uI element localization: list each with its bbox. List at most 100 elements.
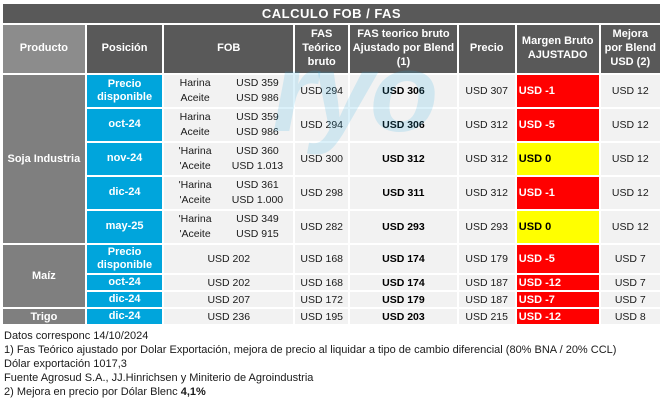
mejora-cell: USD 7 bbox=[600, 292, 660, 307]
posicion-cell: oct-24 bbox=[86, 275, 163, 290]
product-cell-maiz: Maíz bbox=[3, 245, 85, 307]
fas-ajustado-cell: USD 312 bbox=[350, 143, 457, 175]
fob-component-value: USD 986 bbox=[236, 126, 279, 138]
fob-component-label: 'Aceite bbox=[179, 194, 211, 206]
title-row: CALCULO FOB / FAS bbox=[3, 4, 660, 23]
fob-component-label: Harina bbox=[179, 77, 211, 89]
fob-cell: USD 202 bbox=[164, 245, 294, 273]
posicion-cell: dic-24 bbox=[86, 177, 163, 209]
fob-component-label: Harina bbox=[179, 111, 211, 123]
fob-cell: 'Harina USD 349 'Aceite USD 915 bbox=[164, 211, 294, 243]
fob-cell: USD 202 bbox=[164, 275, 294, 290]
fob-component-value: USD 361 bbox=[236, 179, 279, 191]
col-header-fas-teorico: FAS Teórico bruto bbox=[295, 25, 349, 73]
fob-component-label: 'Aceite bbox=[179, 160, 211, 172]
col-header-posicion: Posición bbox=[86, 25, 163, 73]
precio-cell: USD 312 bbox=[458, 109, 515, 141]
table-row: Trigo dic-24 USD 236 USD 195 USD 203 USD… bbox=[3, 309, 660, 324]
fob-cell: 'Harina USD 360 'Aceite USD 1.013 bbox=[164, 143, 294, 175]
fob-component-value: USD 915 bbox=[236, 228, 279, 240]
precio-cell: USD 312 bbox=[458, 143, 515, 175]
fob-component-label: 'Aceite bbox=[179, 228, 211, 240]
fas-teorico-cell: USD 168 bbox=[295, 275, 349, 290]
posicion-cell: Precio disponible bbox=[86, 245, 163, 273]
fob-cell: 'Harina USD 361 'Aceite USD 1.000 bbox=[164, 177, 294, 209]
margen-cell: USD 0 bbox=[516, 143, 599, 175]
posicion-cell: oct-24 bbox=[86, 109, 163, 141]
col-header-fas-ajustado: FAS teorico bruto Ajustado por Blend (1) bbox=[350, 25, 457, 73]
precio-cell: USD 293 bbox=[458, 211, 515, 243]
col-header-producto: Producto bbox=[3, 25, 85, 73]
fas-teorico-cell: USD 300 bbox=[295, 143, 349, 175]
mejora-cell: USD 12 bbox=[600, 211, 660, 243]
precio-cell: USD 187 bbox=[458, 292, 515, 307]
fas-teorico-cell: USD 168 bbox=[295, 245, 349, 273]
footnotes: Datos corresponc 14/10/2024 1) Fas Teóri… bbox=[0, 326, 663, 399]
col-header-fob: FOB bbox=[164, 25, 294, 73]
table-row: oct-24 USD 202 USD 168 USD 174 USD 187 U… bbox=[3, 275, 660, 290]
margen-cell: USD -12 bbox=[516, 275, 599, 290]
col-header-margen: Margen Bruto AJUSTADO bbox=[516, 25, 599, 73]
precio-cell: USD 312 bbox=[458, 177, 515, 209]
footnote-2-bold-value: 4,1% bbox=[180, 386, 206, 398]
margen-cell: USD -12 bbox=[516, 309, 599, 324]
calc-fob-fas-table: CALCULO FOB / FAS Producto Posición FOB … bbox=[1, 2, 662, 326]
fob-component-value: USD 349 bbox=[236, 213, 279, 225]
precio-cell: USD 215 bbox=[458, 309, 515, 324]
product-cell-trigo: Trigo bbox=[3, 309, 85, 324]
mejora-cell: USD 12 bbox=[600, 109, 660, 141]
footnote-2: 2) Mejora en precio por Dólar Blenc 4,1% bbox=[4, 386, 206, 398]
fob-component-value: USD 1.000 bbox=[231, 194, 284, 206]
posicion-cell: dic-24 bbox=[86, 292, 163, 307]
precio-cell: USD 187 bbox=[458, 275, 515, 290]
fas-teorico-cell: USD 298 bbox=[295, 177, 349, 209]
fas-ajustado-cell: USD 179 bbox=[350, 292, 457, 307]
footnote-fuente: Fuente Agrosud S.A., JJ.Hinrichsen y Min… bbox=[4, 372, 314, 384]
header-row: Producto Posición FOB FAS Teórico bruto … bbox=[3, 25, 660, 73]
table-row: Soja Industria Precio disponible Harina U… bbox=[3, 75, 660, 243]
mejora-cell: USD 7 bbox=[600, 245, 660, 273]
fas-ajustado-cell: USD 306 bbox=[350, 75, 457, 107]
fas-ajustado-cell: USD 311 bbox=[350, 177, 457, 209]
product-cell-soja-industria: Soja Industria bbox=[3, 75, 85, 243]
margen-cell: USD -5 bbox=[516, 245, 599, 273]
mejora-cell: USD 12 bbox=[600, 143, 660, 175]
fob-component-label: 'Harina bbox=[178, 145, 212, 157]
table-row: may-25 'Harina USD 349 'Aceite USD 915 USD… bbox=[3, 211, 660, 243]
fas-ajustado-cell: USD 174 bbox=[350, 275, 457, 290]
fob-component-label: 'Harina bbox=[178, 213, 212, 225]
table-row: Maíz Precio disponible USD 202 USD 168 U… bbox=[3, 245, 660, 307]
margen-cell: USD -1 bbox=[516, 177, 599, 209]
posicion-cell: dic-24 bbox=[86, 309, 163, 324]
fas-teorico-cell: USD 195 bbox=[295, 309, 349, 324]
mejora-cell: USD 8 bbox=[600, 309, 660, 324]
footnote-dolar-exportacion: Dólar exportación 1017,3 bbox=[4, 358, 127, 370]
table-row: dic-24 USD 207 USD 172 USD 179 USD 187 U… bbox=[3, 292, 660, 307]
fas-teorico-cell: USD 294 bbox=[295, 109, 349, 141]
fob-component-value: USD 359 bbox=[236, 111, 279, 123]
fas-ajustado-cell: USD 174 bbox=[350, 245, 457, 273]
precio-cell: USD 307 bbox=[458, 75, 515, 107]
fob-component-value: USD 986 bbox=[236, 92, 279, 104]
table-row: dic-24 'Harina USD 361 'Aceite USD 1.000 U… bbox=[3, 177, 660, 209]
fas-teorico-cell: USD 294 bbox=[295, 75, 349, 107]
page-title: CALCULO FOB / FAS bbox=[3, 4, 660, 23]
fob-cell: USD 236 bbox=[164, 309, 294, 324]
precio-cell: USD 179 bbox=[458, 245, 515, 273]
fob-component-label: Aceite bbox=[180, 126, 210, 138]
col-header-precio: Precio bbox=[458, 25, 515, 73]
posicion-cell: may-25 bbox=[86, 211, 163, 243]
margen-cell: USD -7 bbox=[516, 292, 599, 307]
mejora-cell: USD 7 bbox=[600, 275, 660, 290]
margen-cell: USD -5 bbox=[516, 109, 599, 141]
margen-cell: USD -1 bbox=[516, 75, 599, 107]
table-row: nov-24 'Harina USD 360 'Aceite USD 1.013 U… bbox=[3, 143, 660, 175]
mejora-cell: USD 12 bbox=[600, 75, 660, 107]
posicion-cell: nov-24 bbox=[86, 143, 163, 175]
fob-component-value: USD 359 bbox=[236, 77, 279, 89]
fas-ajustado-cell: USD 203 bbox=[350, 309, 457, 324]
fas-teorico-cell: USD 172 bbox=[295, 292, 349, 307]
table-row: oct-24 Harina USD 359 Aceite USD 986 USD 2… bbox=[3, 109, 660, 141]
margen-cell: USD 0 bbox=[516, 211, 599, 243]
